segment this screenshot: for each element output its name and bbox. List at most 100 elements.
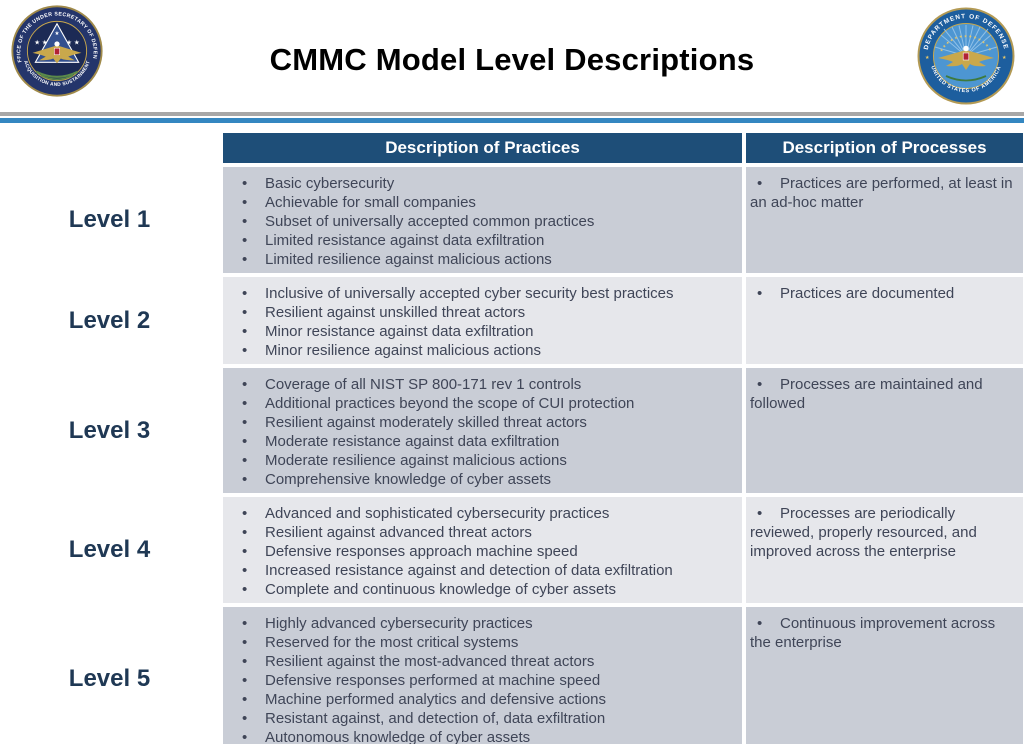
band-star-right: ★ xyxy=(1002,55,1007,61)
bullet-text: Resilient against advanced threat actors xyxy=(265,524,532,541)
bullet-icon: • xyxy=(242,691,248,708)
bullet-text: Minor resilience against malicious actio… xyxy=(265,342,541,359)
bullet-icon: • xyxy=(242,543,248,560)
practices-cell: • Inclusive of universally accepted cyber… xyxy=(223,277,742,364)
table-header-practices: Description of Practices xyxy=(223,133,742,163)
practices-cell: • Basic cybersecurity • Achievable for smal… xyxy=(223,167,742,273)
bullet-icon: • xyxy=(757,376,763,393)
bullet-text: Resistant against, and detection of, dat… xyxy=(265,710,606,727)
bullet-text: Resilient against the most-advanced thre… xyxy=(265,653,595,670)
bullet-item: • Practices are performed, at least in an… xyxy=(750,174,1017,212)
bullet-item: • Practices are documented xyxy=(750,284,1017,303)
seal-stars-right: ★ ★ xyxy=(66,38,80,46)
bullet-text: Highly advanced cybersecurity practices xyxy=(265,615,533,632)
bullet-item: • Processes are periodically reviewed, pr… xyxy=(750,504,1017,561)
bullet-item: • Resilient against advanced threat actor… xyxy=(233,523,736,542)
bullet-item: • Limited resistance against data exfiltr… xyxy=(233,231,736,250)
bullet-text: Processes are periodically reviewed, pro… xyxy=(750,505,977,560)
bullet-text: Basic cybersecurity xyxy=(265,175,395,192)
bullet-item: • Moderate resilience against malicious a… xyxy=(233,451,736,470)
bullet-item: • Resilient against the most-advanced thr… xyxy=(233,652,736,671)
level-label: Level 2 xyxy=(68,306,151,334)
bullet-icon: • xyxy=(242,653,248,670)
bullet-text: Advanced and sophisticated cybersecurity… xyxy=(265,505,610,522)
practices-cell: • Advanced and sophisticated cybersecurit… xyxy=(223,497,742,603)
bullet-text: Minor resistance against data exfiltrati… xyxy=(265,323,534,340)
bullet-text: Limited resilience against malicious act… xyxy=(265,251,552,268)
bullet-item: • Coverage of all NIST SP 800-171 rev 1 c… xyxy=(233,375,736,394)
bullet-icon: • xyxy=(242,304,248,321)
level-label: Level 1 xyxy=(68,206,151,233)
bullet-item: • Minor resilience against malicious acti… xyxy=(233,341,736,360)
bullet-text: Reserved for the most critical systems xyxy=(265,634,519,651)
level-label: Level 4 xyxy=(68,536,151,563)
bullet-text: Resilient against unskilled threat actor… xyxy=(265,304,526,321)
bullet-item: • Machine performed analytics and defensi… xyxy=(233,690,736,709)
bullet-icon: • xyxy=(242,213,248,230)
bullet-item: • Inclusive of universally accepted cyber… xyxy=(233,284,736,303)
table-header-row: Description of Practices Description of … xyxy=(0,133,1023,163)
bullet-item: • Autonomous knowledge of cyber assets xyxy=(233,728,736,744)
bullet-item: • Resilient against moderately skilled th… xyxy=(233,413,736,432)
bullet-text: Limited resistance against data exfiltra… xyxy=(265,232,545,249)
bullet-text: Subset of universally accepted common pr… xyxy=(265,213,595,230)
bullet-item: • Subset of universally accepted common p… xyxy=(233,212,736,231)
bullet-item: • Achievable for small companies xyxy=(233,193,736,212)
header-spacer xyxy=(0,133,219,163)
bullet-icon: • xyxy=(242,342,248,359)
bullet-icon: • xyxy=(757,505,763,522)
divider-blue xyxy=(0,118,1024,123)
bullet-text: Moderate resilience against malicious ac… xyxy=(265,452,567,469)
bullet-item: • Defensive responses performed at machin… xyxy=(233,671,736,690)
bullet-item: • Reserved for the most critical systems xyxy=(233,633,736,652)
table-row-level-3: Level 3 • Coverage of all NIST SP 800-171… xyxy=(0,368,1023,493)
bullet-item: • Defensive responses approach machine sp… xyxy=(233,542,736,561)
bullet-icon: • xyxy=(242,471,248,488)
bullet-item: • Complete and continuous knowledge of cy… xyxy=(233,580,736,599)
bullet-icon: • xyxy=(242,194,248,211)
bullet-text: Additional practices beyond the scope of… xyxy=(265,395,635,412)
processes-cell: • Practices are performed, at least in an… xyxy=(746,167,1023,273)
divider-gray xyxy=(0,112,1024,116)
bullet-item: • Additional practices beyond the scope o… xyxy=(233,394,736,413)
bullet-icon: • xyxy=(242,634,248,651)
bullet-icon: • xyxy=(242,433,248,450)
ousd-acquisition-sustainment-seal-icon: ★ ★ ★ ★ ★ OFFICE OF THE UNDER SECRETARY … xyxy=(10,4,104,98)
bullet-item: • Processes are maintained and followed xyxy=(750,375,1017,413)
bullet-icon: • xyxy=(242,452,248,469)
bullet-icon: • xyxy=(242,232,248,249)
table-row-level-2: Level 2 • Inclusive of universally accept… xyxy=(0,277,1023,364)
seal-star-top: ★ xyxy=(54,30,59,37)
bullet-icon: • xyxy=(242,376,248,393)
bullet-text: Inclusive of universally accepted cyber … xyxy=(265,285,674,302)
bullet-item: • Basic cybersecurity xyxy=(233,174,736,193)
bullet-icon: • xyxy=(242,524,248,541)
bullet-text: Achievable for small companies xyxy=(265,194,476,211)
bullet-icon: • xyxy=(242,285,248,302)
bullet-text: Machine performed analytics and defensiv… xyxy=(265,691,607,708)
bullet-text: Autonomous knowledge of cyber assets xyxy=(265,729,531,744)
seal-stars-left: ★ ★ xyxy=(34,38,48,46)
level-label: Level 3 xyxy=(68,416,151,444)
bullet-text: Moderate resistance against data exfiltr… xyxy=(265,433,560,450)
bullet-icon: • xyxy=(242,251,248,268)
table-row-level-5: Level 5 • Highly advanced cybersecurity p… xyxy=(0,607,1023,744)
laurel-icon xyxy=(945,75,987,82)
bullet-item: • Resilient against unskilled threat acto… xyxy=(233,303,736,322)
bullet-item: • Moderate resistance against data exfilt… xyxy=(233,432,736,451)
practices-cell: • Coverage of all NIST SP 800-171 rev 1 c… xyxy=(223,368,742,493)
bullet-text: Practices are performed, at least in an … xyxy=(750,175,1013,211)
bullet-item: • Minor resistance against data exfiltrat… xyxy=(233,322,736,341)
bullet-icon: • xyxy=(242,323,248,340)
bullet-text: Complete and continuous knowledge of cyb… xyxy=(265,581,617,598)
bullet-text: Practices are documented xyxy=(780,285,955,302)
bullet-icon: • xyxy=(757,285,763,302)
bullet-item: • Resistant against, and detection of, da… xyxy=(233,709,736,728)
page-title: CMMC Model Level Descriptions xyxy=(269,42,755,77)
table-row-level-1: Level 1 • Basic cybersecurity • Achievable … xyxy=(0,167,1023,273)
bullet-icon: • xyxy=(242,395,248,412)
bullet-icon: • xyxy=(242,710,248,727)
bullet-icon: • xyxy=(242,505,248,522)
bullet-icon: • xyxy=(242,414,248,431)
